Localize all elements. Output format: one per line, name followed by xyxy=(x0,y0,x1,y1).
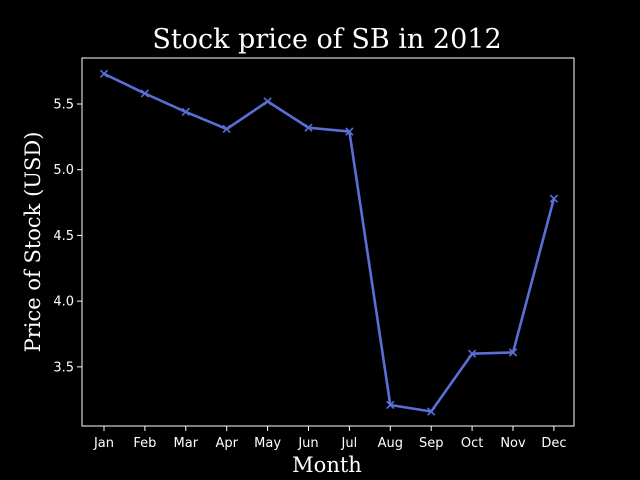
data-point-sep xyxy=(427,407,436,416)
data-point-aug xyxy=(386,400,395,410)
y-tick-label: 4.5 xyxy=(53,229,74,244)
x-tick-label: May xyxy=(254,436,281,451)
data-point-nov xyxy=(508,348,518,357)
data-point-dec xyxy=(549,194,559,203)
y-tick-label: 3.5 xyxy=(53,360,74,375)
x-axis-title: Month xyxy=(292,453,362,477)
x-axis-ticks: Jan Feb Mar Apr May Jun Jul Aug Sep Oct Nov Dec xyxy=(93,426,566,451)
series-layer xyxy=(99,69,559,416)
x-tick-label: Jan xyxy=(93,436,114,451)
data-point-apr xyxy=(222,124,231,134)
x-tick-label: Mar xyxy=(174,436,199,451)
data-point-jul xyxy=(345,127,354,136)
data-point-jun xyxy=(304,123,313,132)
chart-title: Stock price of SB in 2012 xyxy=(152,24,501,55)
y-tick-label: 5.5 xyxy=(53,98,74,113)
data-point-feb xyxy=(140,89,150,98)
y-tick-label: 5.0 xyxy=(53,163,74,178)
plot-area-frame xyxy=(81,57,575,427)
x-tick-label: Apr xyxy=(215,436,238,451)
data-point-jan xyxy=(99,69,109,78)
x-tick-label: Nov xyxy=(500,436,526,451)
data-point-mar xyxy=(181,107,190,117)
x-tick-label: Sep xyxy=(419,436,444,451)
x-tick-label: Jul xyxy=(341,436,358,451)
y-axis-ticks: 3.5 4.0 4.5 5.0 5.5 xyxy=(53,98,82,375)
y-axis-title: Price of Stock (USD) xyxy=(21,132,45,353)
x-tick-label: Dec xyxy=(541,436,566,451)
y-tick-label: 4.0 xyxy=(53,295,74,310)
x-tick-label: Jun xyxy=(297,436,318,451)
data-point-oct xyxy=(467,349,477,358)
x-tick-label: Oct xyxy=(461,436,483,451)
data-point-may xyxy=(263,97,272,106)
series-line xyxy=(102,72,556,413)
x-tick-label: Feb xyxy=(133,436,156,451)
x-tick-label: Aug xyxy=(378,436,403,451)
